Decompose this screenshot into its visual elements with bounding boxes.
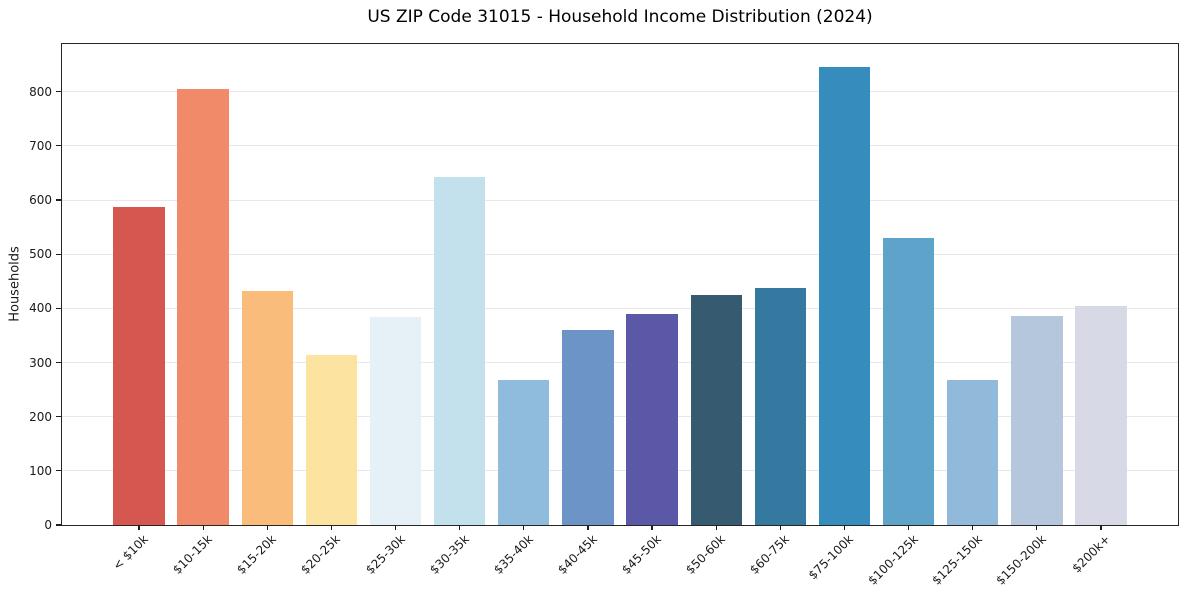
gridline [62,145,1178,147]
x-tick-label-125-150k: $125-150k [928,532,985,588]
bar-60-75k [754,287,806,525]
y-tick-label: 0 [44,518,52,532]
y-tick-label: 800 [29,84,52,99]
bar-150-200k [1011,316,1063,525]
x-tick-mark [651,525,653,530]
x-tick-label-25-30k: $25-30k [362,532,408,577]
bar-200k+ [1075,306,1127,525]
x-tick-mark [1036,525,1038,530]
y-tick-mark [56,253,62,255]
x-tick-mark [202,525,204,530]
bar-40-45k [562,330,614,525]
x-tick-label-40-45k: $40-45k [554,532,600,577]
y-tick-mark [56,416,62,418]
gridline [62,199,1178,201]
x-tick-label-10-15k: $10-15k [170,532,215,577]
x-tick-mark [394,525,397,530]
y-tick-mark [56,470,62,472]
x-tick-label-200k+: $200k+ [1069,532,1113,576]
bar-100-125k [882,238,935,525]
gridline [62,362,1178,364]
x-tick-mark [330,525,332,530]
y-tick-mark [56,361,62,364]
y-tick-label: 700 [29,138,52,153]
x-tick-mark [779,525,781,530]
bar-35-40k [498,379,550,525]
bar-75-100k [818,67,871,525]
y-tick-mark [56,524,62,526]
x-tick-mark [972,525,974,530]
bar-50-60k [690,295,742,525]
bar-30-35k [434,177,486,525]
x-tick-label-50-60k: $50-60k [683,532,729,577]
gridline [62,416,1178,418]
x-tick-mark [523,525,525,530]
bar-10-15k [177,88,229,525]
bar-20-25k [305,355,358,525]
y-tick-label: 500 [29,247,52,262]
x-tick-label-150-200k: $150-200k [993,532,1049,588]
x-tick-label-60-75k: $60-75k [747,532,793,577]
y-tick-label: 400 [29,301,52,316]
x-tick-label-35-40k: $35-40k [490,532,536,577]
x-tick-mark [138,525,140,530]
gridline [62,253,1178,255]
bar-15-20k [241,291,293,525]
x-tick-label-75-100k: $75-100k [806,532,857,583]
bar-25-30k [369,317,422,525]
x-tick-mark [843,525,846,530]
y-tick-label: 300 [29,355,52,370]
x-tick-label-15-20k: $15-20k [234,532,280,577]
y-tick-mark [56,91,62,93]
bar-125-150k [947,379,999,525]
chart-title: US ZIP Code 31015 - Household Income Dis… [367,7,873,27]
x-tick-mark [1100,525,1102,530]
x-tick-mark [715,525,717,530]
x-tick-mark [266,525,268,530]
x-tick-label-100-125k: $100-125k [864,532,921,588]
gridline [62,470,1178,472]
y-tick-label: 100 [29,463,52,478]
x-tick-label-10k: < $10k [110,532,151,573]
y-tick-mark [56,307,62,309]
gridline [62,91,1178,93]
y-tick-label: 600 [29,193,52,207]
bar-45-50k [626,313,678,525]
y-tick-label: 200 [29,409,52,424]
x-tick-mark [587,525,589,530]
x-tick-label-30-35k: $30-35k [426,532,472,577]
x-tick-mark [459,525,461,530]
x-tick-mark [908,525,910,530]
x-tick-label-20-25k: $20-25k [298,532,344,577]
x-tick-label-45-50k: $45-50k [619,532,664,577]
y-tick-mark [56,145,62,147]
plot-area: 0 100 200 300 400 500 600 700 800 < $10k $10-15k $1… [29,43,1179,588]
y-axis-label: Households [7,246,23,322]
bar-10k [113,207,165,525]
gridline [62,307,1178,309]
y-tick-mark [56,199,62,201]
